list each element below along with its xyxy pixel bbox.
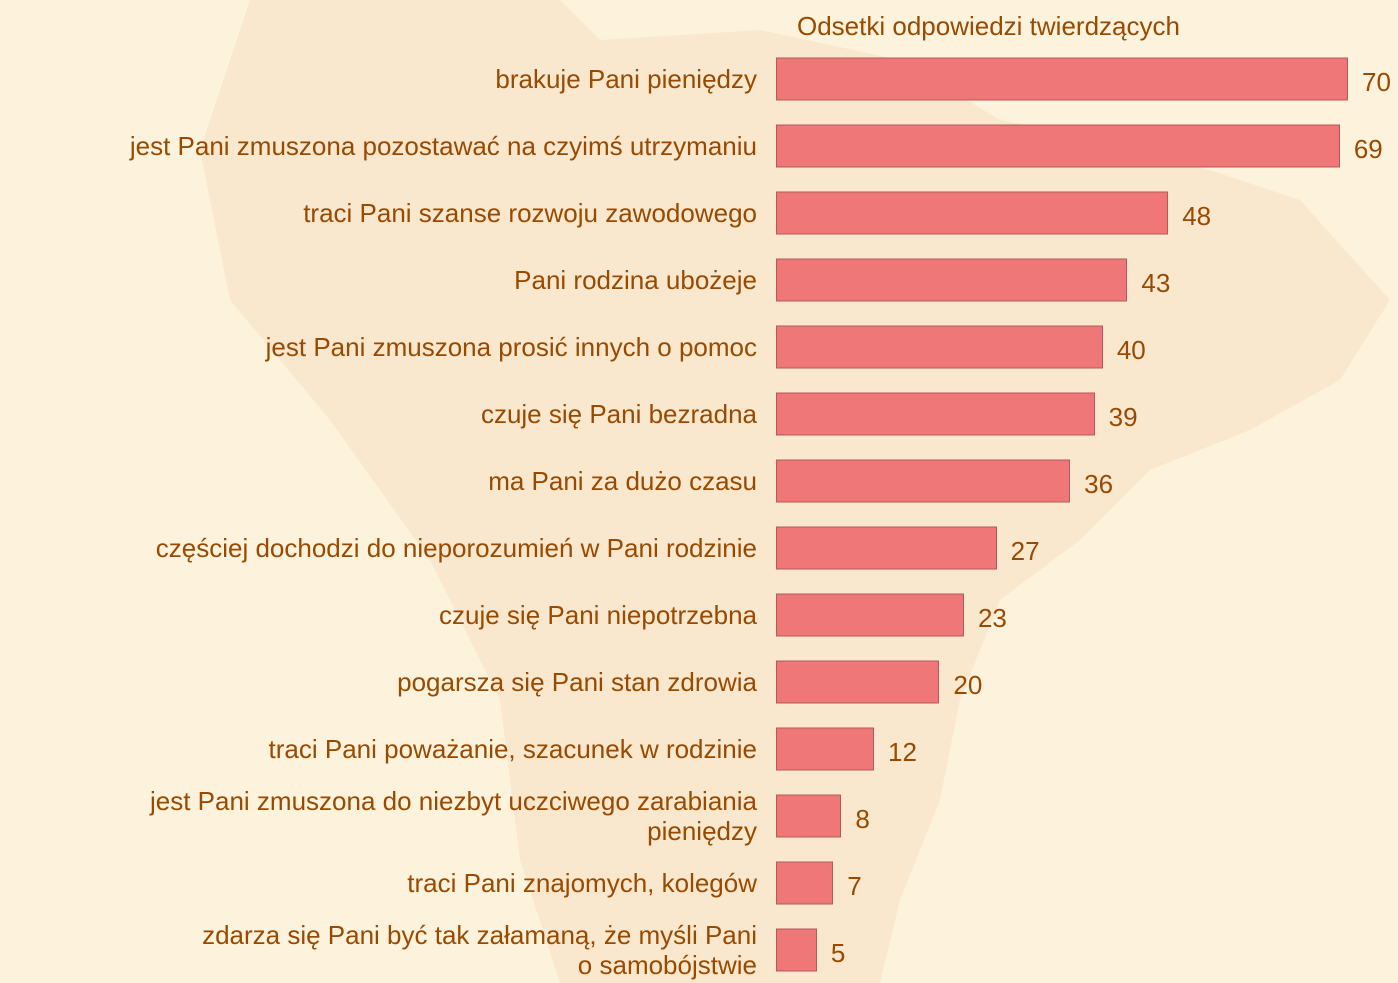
bar xyxy=(776,258,1128,302)
bar xyxy=(776,593,964,637)
category-label: czuje się Pani bezradna xyxy=(480,399,757,429)
bar xyxy=(776,794,842,838)
value-label: 39 xyxy=(1108,402,1138,432)
value-label: 43 xyxy=(1141,268,1171,298)
value-label: 20 xyxy=(953,670,983,700)
bar xyxy=(776,191,1169,235)
category-label: częściej dochodzi do nieporozumień w Pan… xyxy=(155,533,757,563)
value-label: 48 xyxy=(1182,201,1212,231)
category-label: traci Pani szanse rozwoju zawodowego xyxy=(303,198,757,228)
value-label: 27 xyxy=(1010,536,1040,566)
bar xyxy=(776,861,834,905)
category-label: traci Pani poważanie, szacunek w rodzini… xyxy=(268,734,757,764)
value-label: 7 xyxy=(847,871,862,901)
category-label: czuje się Pani niepotrzebna xyxy=(439,600,757,630)
bar xyxy=(776,124,1340,168)
value-label: 70 xyxy=(1362,67,1391,97)
bar xyxy=(776,57,1348,101)
category-label: jest Pani zmuszona prosić innych o pomoc xyxy=(265,332,757,362)
bar xyxy=(776,325,1103,369)
category-label: ma Pani za dużo czasu xyxy=(488,466,757,496)
value-label: 12 xyxy=(888,737,917,767)
value-label: 23 xyxy=(977,603,1007,633)
value-label: 69 xyxy=(1353,134,1383,164)
category-label: zdarza się Pani być tak załamaną, że myś… xyxy=(202,920,757,980)
category-label: Pani rodzina ubożeje xyxy=(514,265,757,295)
bar xyxy=(776,459,1071,503)
bar xyxy=(776,660,940,704)
value-label: 36 xyxy=(1084,469,1114,499)
category-label: jest Pani zmuszona pozostawać na czyimś … xyxy=(129,131,757,161)
category-label: brakuje Pani pieniędzy xyxy=(495,64,757,94)
bar xyxy=(776,727,875,771)
category-label: traci Pani znajomych, kolegów xyxy=(407,868,757,898)
bar xyxy=(776,928,817,972)
category-label: jest Pani zmuszona do niezbyt uczciwego … xyxy=(149,786,757,846)
value-label: 40 xyxy=(1116,335,1146,365)
chart-title: Odsetki odpowiedzi twierdzących xyxy=(797,11,1180,41)
value-label: 8 xyxy=(855,804,870,834)
bar xyxy=(776,392,1095,436)
value-label: 5 xyxy=(830,938,846,968)
bar xyxy=(776,526,997,570)
category-label: pogarsza się Pani stan zdrowia xyxy=(397,667,757,697)
